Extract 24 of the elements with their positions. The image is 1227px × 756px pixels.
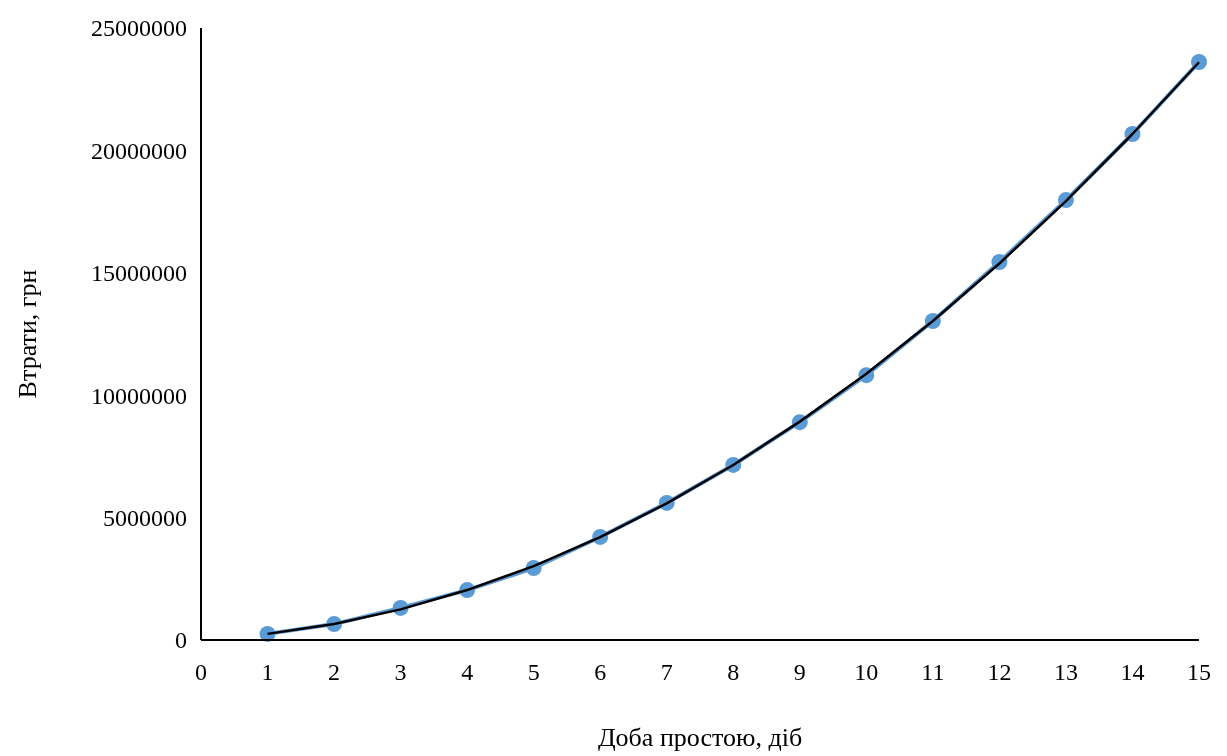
x-tick-label: 11 (921, 659, 945, 685)
y-axis-title: Втрати, грн (13, 269, 42, 399)
y-tick-label: 25000000 (91, 15, 187, 42)
x-tick-label: 8 (727, 659, 740, 685)
x-tick-label: 14 (1120, 659, 1145, 685)
x-tick-label: 0 (195, 659, 207, 685)
y-tick-label: 15000000 (91, 260, 187, 287)
x-tick-label: 3 (394, 659, 407, 685)
y-tick-label: 20000000 (91, 137, 187, 164)
y-tick-label: 10000000 (91, 382, 187, 409)
x-axis-title: Доба простою, діб (597, 723, 803, 752)
x-tick-label: 9 (793, 659, 806, 685)
x-tick-label: 15 (1187, 659, 1211, 685)
x-tick-label: 7 (660, 659, 673, 685)
y-tick-label: 0 (175, 627, 187, 654)
x-tick-label: 6 (594, 659, 607, 685)
x-tick-label: 12 (987, 659, 1012, 685)
x-tick-label: 5 (527, 659, 540, 685)
x-tick-label: 1 (261, 659, 274, 685)
x-tick-label: 4 (461, 659, 474, 685)
y-tick-label: 5000000 (103, 505, 187, 531)
x-tick-label: 13 (1053, 659, 1078, 685)
x-tick-label: 10 (854, 659, 879, 685)
x-tick-label: 2 (328, 659, 341, 685)
